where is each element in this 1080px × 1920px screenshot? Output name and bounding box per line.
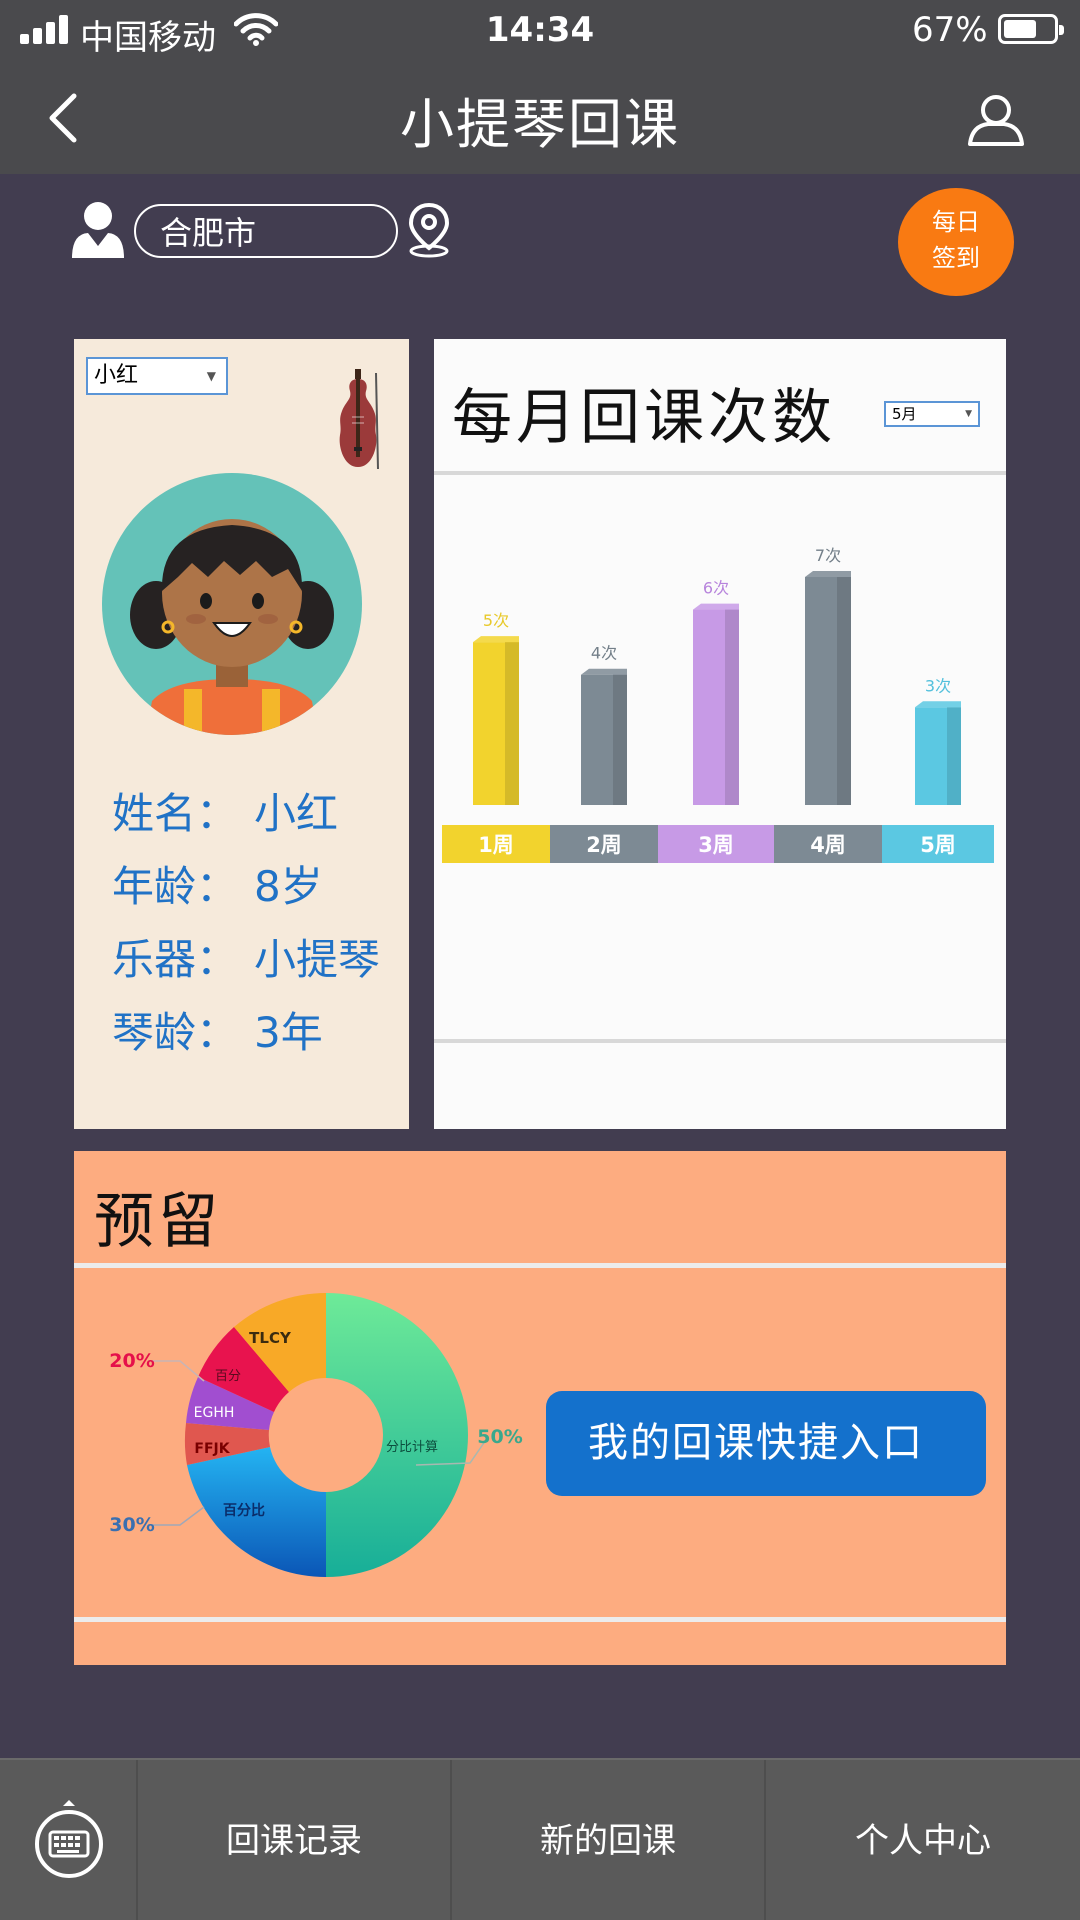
status-bar: 中国移动 14:34 67% [0,0,1080,58]
donut-slice-green [326,1293,468,1577]
student-card: 小红 ▼ 姓名： 小红 年龄： 8岁 乐器： 小提琴 琴龄： 3年 [74,339,409,1129]
info-value: 8岁 [254,862,323,911]
donut-slice-blue [187,1447,326,1578]
info-value: 3年 [254,1008,323,1057]
page-title: 小提琴回课 [400,93,680,156]
checkin-label-line2: 签到 [932,244,980,272]
bar-data-label: 4次 [591,644,617,663]
bar-data-label: 5次 [483,611,509,630]
category-label: 4周 [810,833,846,857]
donut-chart: TLCY 百分 EGHH FFJK 百分比 分比计算 20% 30% 50% [109,1293,523,1578]
month-select-value: 5月 [892,405,917,423]
nav-bar: 小提琴回课 [0,58,1080,174]
donut-slice-magenta [198,1327,289,1412]
month-select[interactable]: 5月 ▼ [884,401,980,427]
info-label: 姓名： [112,789,239,838]
info-value: 小提琴 [254,935,381,984]
bar-data-label: 3次 [925,676,951,695]
info-label: 年龄： [112,862,239,911]
category-label: 2周 [586,833,622,857]
category-band [550,825,658,863]
percent-label-20: 20% [109,1350,154,1372]
info-label: 乐器： [112,935,239,984]
student-avatar [102,473,362,735]
student-info-row: 年龄： 8岁 [112,850,380,923]
donut-label: 百分 [215,1369,241,1384]
donut-slice-red [184,1423,270,1465]
percent-label-30: 30% [109,1514,154,1536]
user-profile-icon[interactable] [966,92,1026,148]
category-band [774,825,882,863]
checkin-label-line1: 每日 [932,208,980,236]
category-band [658,825,774,863]
bar-week-3 [693,603,739,805]
bar-week-5 [915,701,961,805]
category-band [882,825,994,863]
category-band [442,825,550,863]
user-avatar-icon [72,202,124,258]
wifi-icon [234,13,278,46]
back-arrow-icon[interactable] [40,88,96,148]
city-input[interactable] [134,204,398,258]
category-label: 1周 [478,833,514,857]
keyboard-toggle[interactable] [0,1760,138,1920]
divider [434,471,1006,475]
student-info: 姓名： 小红 年龄： 8岁 乐器： 小提琴 琴龄： 3年 [112,777,380,1069]
student-info-row: 姓名： 小红 [112,777,380,850]
tab-personal-center[interactable]: 个人中心 [855,1821,991,1861]
battery-icon [998,14,1064,44]
monthly-bar-chart: 5次 1周 4次 2周 6次 3周 7次 4周 3次 5周 [442,546,994,863]
clock: 14:34 [485,10,595,50]
reserve-title: 预留 [94,1187,222,1257]
donut-label: FFJK [194,1441,230,1457]
tab-lesson-records[interactable]: 回课记录 [138,1760,452,1920]
location-pin-icon[interactable] [406,202,452,258]
daily-checkin-button[interactable]: 每日 签到 [898,188,1014,296]
category-label: 3周 [698,833,734,857]
student-select-value: 小红 [94,363,139,388]
bar-week-1 [473,636,519,805]
info-value: 小红 [254,789,339,838]
info-label: 琴龄： [112,1008,239,1057]
reserve-card: 预留 TLCY 百分 EGHH FFJK 百分比 [74,1151,1006,1665]
violin-icon [339,369,379,470]
donut-label: EGHH [194,1405,235,1421]
signal-icon [20,14,70,44]
donut-label: TLCY [249,1329,292,1347]
carrier-name: 中国移动 [80,18,216,58]
divider [74,1617,1006,1622]
bar-week-4 [805,571,851,805]
donut-slice-orange [234,1293,326,1392]
bar-week-2 [581,668,627,805]
tab-new-lesson[interactable]: 新的回课 [452,1760,766,1920]
divider [74,1263,1006,1268]
bar-data-label: 7次 [815,546,841,565]
student-info-row: 琴龄： 3年 [112,996,380,1069]
chart-title: 每月回课次数 [452,383,836,453]
dropdown-caret-icon: ▼ [965,409,972,419]
category-label: 5周 [920,833,956,857]
donut-label: 百分比 [223,1502,265,1519]
donut-label: 分比计算 [386,1440,438,1455]
dropdown-caret-icon: ▼ [206,369,216,383]
bar-data-label: 6次 [703,579,729,598]
student-select[interactable]: 小红 ▼ [86,357,228,395]
battery-percent: 67% [912,10,988,50]
keyboard-icon [35,1800,103,1878]
percent-label-50: 50% [477,1426,522,1448]
student-info-row: 乐器： 小提琴 [112,923,380,996]
donut-slice-purple [186,1377,274,1430]
monthly-chart-card: 每月回课次数 5月 ▼ 5次 1周 4次 2周 6次 3周 7次 4周 3次 5周 [434,339,1006,1129]
tab-bar: 回课记录 新的回课 个人中心 [0,1758,1080,1920]
divider [434,1039,1006,1043]
quick-entry-button[interactable]: 我的回课快捷入口 [546,1391,986,1496]
